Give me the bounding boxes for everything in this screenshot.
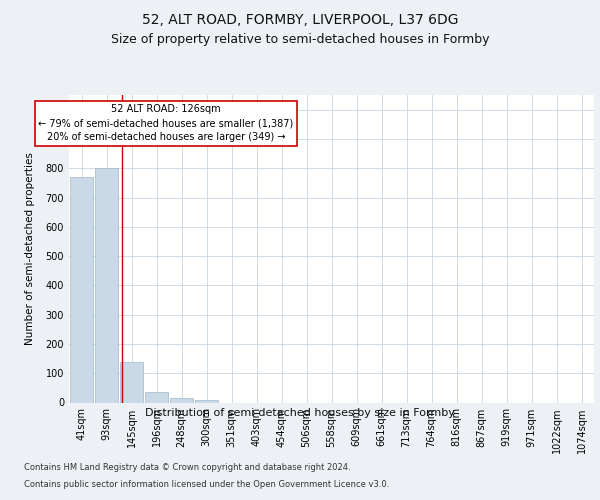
Text: Size of property relative to semi-detached houses in Formby: Size of property relative to semi-detach… [111, 32, 489, 46]
Bar [120, 362, 143, 403]
Bar [170, 398, 193, 402]
Text: Contains public sector information licensed under the Open Government Licence v3: Contains public sector information licen… [24, 480, 389, 489]
Bar [145, 392, 168, 402]
Y-axis label: Number of semi-detached properties: Number of semi-detached properties [25, 152, 35, 345]
Bar [70, 177, 93, 402]
Bar [95, 168, 118, 402]
Text: Contains HM Land Registry data © Crown copyright and database right 2024.: Contains HM Land Registry data © Crown c… [24, 464, 350, 472]
Text: 52, ALT ROAD, FORMBY, LIVERPOOL, L37 6DG: 52, ALT ROAD, FORMBY, LIVERPOOL, L37 6DG [142, 12, 458, 26]
Bar [195, 400, 218, 402]
Text: 52 ALT ROAD: 126sqm
← 79% of semi-detached houses are smaller (1,387)
20% of sem: 52 ALT ROAD: 126sqm ← 79% of semi-detach… [38, 104, 294, 142]
Text: Distribution of semi-detached houses by size in Formby: Distribution of semi-detached houses by … [145, 408, 455, 418]
